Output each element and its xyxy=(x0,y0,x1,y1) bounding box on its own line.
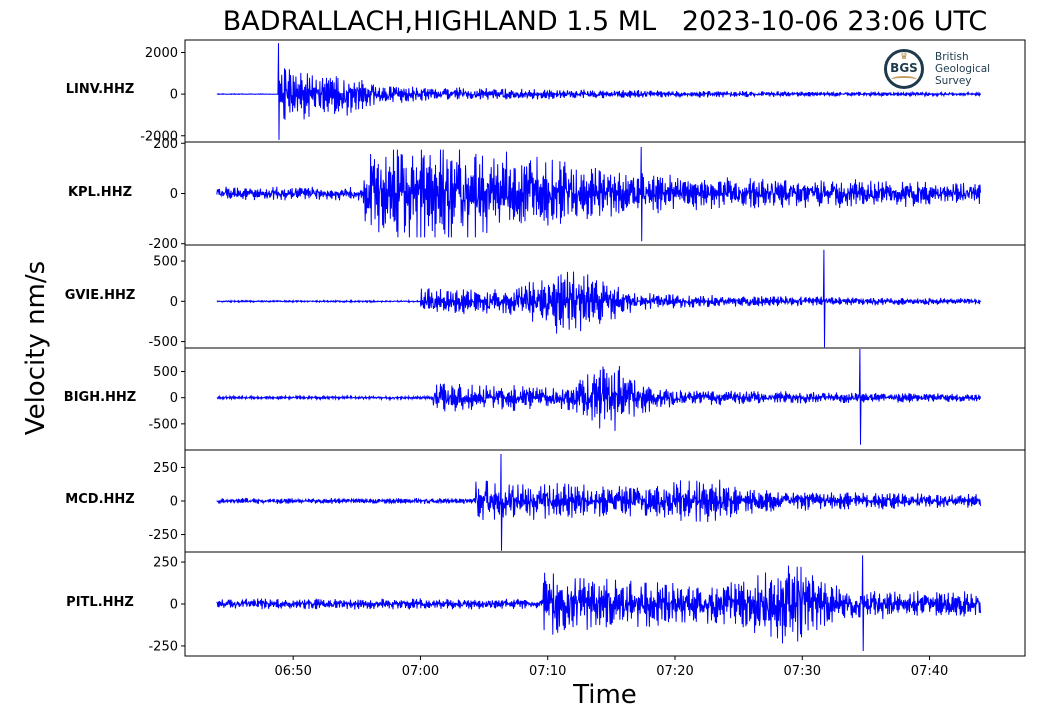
x-tick-label: 07:20 xyxy=(656,664,693,679)
y-tick-label: 250 xyxy=(153,461,178,476)
trace-pitl-hhz xyxy=(216,555,981,652)
x-tick-label: 07:10 xyxy=(529,664,566,679)
y-tick-label: 0 xyxy=(170,391,178,406)
station-label: GVIE.HHZ xyxy=(64,287,136,303)
trace-kpl-hhz xyxy=(216,146,981,242)
y-tick-label: 250 xyxy=(153,556,178,571)
y-tick-label: -250 xyxy=(148,528,178,543)
y-tick-label: 200 xyxy=(153,137,178,152)
y-tick-label: 500 xyxy=(153,365,178,380)
trace-bigh-hhz xyxy=(216,348,981,445)
y-tick-label: 2000 xyxy=(145,46,178,61)
y-tick-label: 0 xyxy=(170,495,178,510)
station-label: PITL.HHZ xyxy=(66,595,134,610)
station-label: BIGH.HHZ xyxy=(63,390,137,405)
y-tick-label: -200 xyxy=(148,237,178,252)
x-axis-label: Time xyxy=(573,680,637,710)
y-tick-label: 0 xyxy=(170,88,178,103)
wave-icon xyxy=(891,76,917,83)
y-tick-label: 0 xyxy=(170,598,178,613)
y-tick-label: -2000 xyxy=(140,129,178,144)
x-tick-label: 07:30 xyxy=(784,664,821,679)
station-label: LINV.HHZ xyxy=(65,82,135,97)
x-tick-label: 07:40 xyxy=(911,664,948,679)
station-label: KPL.HHZ xyxy=(67,184,132,200)
y-tick-label: -500 xyxy=(148,335,178,350)
crown-icon: ♛ xyxy=(900,52,909,62)
logo-acronym: BGS xyxy=(890,61,918,75)
logo-name: British Geological Survey xyxy=(935,51,991,87)
y-tick-label: -250 xyxy=(148,639,178,654)
y-tick-label: 0 xyxy=(170,187,178,202)
y-tick-label: 0 xyxy=(170,295,178,310)
trace-linv-hhz xyxy=(216,43,981,140)
chart-title: BADRALLACH,HIGHLAND 1.5 ML 2023-10-06 23… xyxy=(222,6,988,37)
y-tick-label: 500 xyxy=(153,255,178,270)
bgs-logo: ♛ BGS British Geological Survey xyxy=(884,47,1004,95)
x-tick-label: 07:00 xyxy=(402,664,439,679)
y-tick-label: -500 xyxy=(148,417,178,432)
trace-gvie-hhz xyxy=(216,249,981,348)
trace-mcd-hhz xyxy=(216,453,981,551)
x-tick-label: 06:50 xyxy=(274,664,311,679)
station-label: MCD.HHZ xyxy=(65,492,135,507)
